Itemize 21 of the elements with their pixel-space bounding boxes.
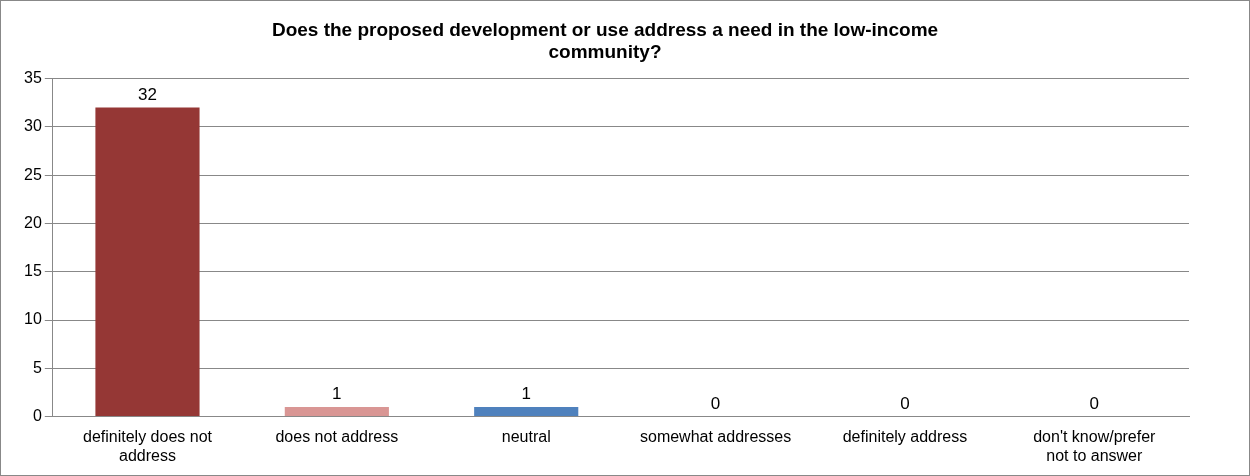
x-tick-label: somewhat addresses <box>639 427 792 445</box>
data-label: 0 <box>900 393 910 413</box>
chart-title: Does the proposed development or use address a need in the low-income community? <box>271 18 939 63</box>
x-tick-label: don't know/prefer not to answer <box>1033 427 1157 464</box>
data-label: 1 <box>521 384 531 404</box>
data-label: 0 <box>710 393 721 413</box>
data-label: 1 <box>332 384 342 404</box>
y-tick-label: 5 <box>32 358 42 376</box>
y-tick-label: 30 <box>24 117 42 135</box>
data-label: 0 <box>1089 393 1100 413</box>
x-tick-label: neutral <box>501 427 551 445</box>
y-tick-label: 35 <box>24 69 42 87</box>
x-tick-label: definitely does not address <box>82 427 213 464</box>
y-tick-label: 20 <box>24 213 42 231</box>
y-tick-label: 25 <box>24 165 42 183</box>
x-tick-label: definitely address <box>842 427 968 445</box>
y-tick-label: 0 <box>32 407 42 425</box>
y-tick-label: 10 <box>24 310 42 328</box>
x-tick-label: does not address <box>275 427 399 445</box>
data-label: 32 <box>138 84 157 104</box>
y-tick-label: 15 <box>24 262 42 280</box>
